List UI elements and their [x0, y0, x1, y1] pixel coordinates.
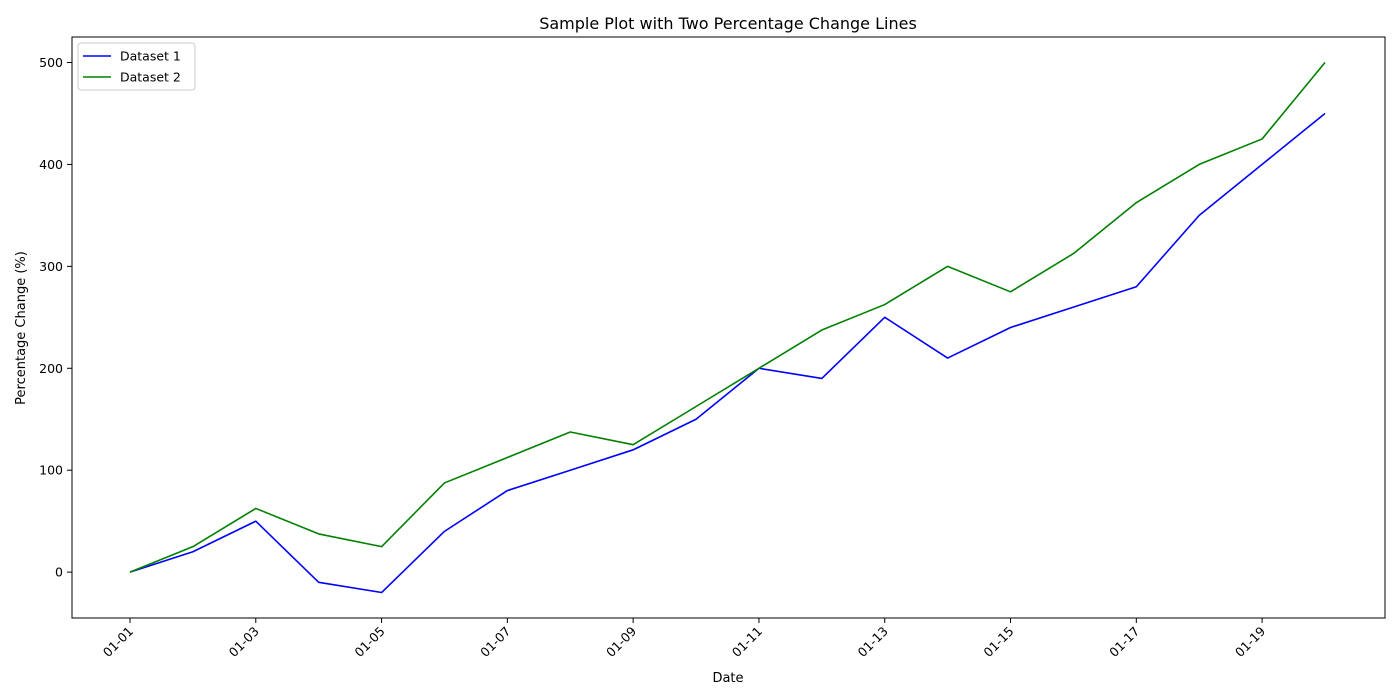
y-tick-label: 300	[39, 259, 63, 274]
series-line-1	[129, 112, 1326, 594]
y-axis-title: Percentage Change (%)	[14, 251, 29, 405]
legend: Dataset 1 Dataset 2	[77, 42, 196, 91]
legend-label-1: Dataset 1	[120, 49, 181, 64]
y-tick-label: 200	[39, 361, 63, 376]
legend-label-2: Dataset 2	[120, 70, 181, 85]
plot-frame	[71, 36, 1386, 619]
y-tick-label: 500	[39, 55, 63, 70]
x-axis-title: Date	[712, 671, 743, 686]
chart-title: Sample Plot with Two Percentage Change L…	[539, 14, 917, 33]
legend-box	[77, 42, 196, 91]
y-tick-label: 0	[55, 565, 63, 580]
series-line-2	[129, 61, 1326, 573]
y-tick-label: 400	[39, 157, 63, 172]
y-tick-label: 100	[39, 463, 63, 478]
